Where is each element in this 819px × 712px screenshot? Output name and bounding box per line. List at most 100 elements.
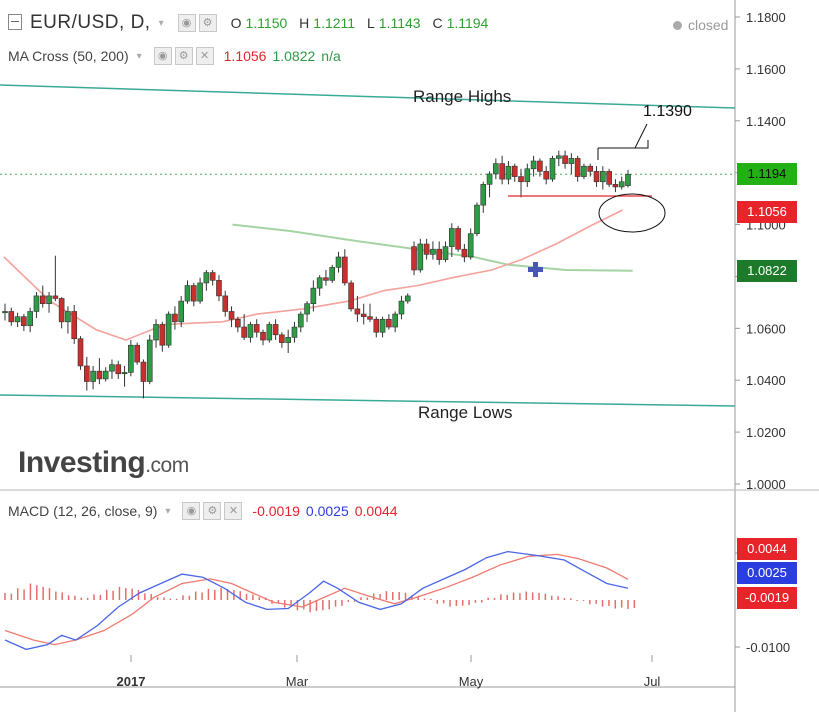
candle <box>555 150 562 167</box>
market-status-text: closed <box>688 17 729 33</box>
candle-body <box>172 313 178 323</box>
candle-body <box>184 285 191 302</box>
price-tick-label: 1.0000 <box>746 477 786 492</box>
candle <box>84 356 90 391</box>
candle <box>165 311 172 348</box>
candle <box>52 255 59 302</box>
candle <box>442 241 449 263</box>
candle-body <box>247 324 254 338</box>
candle-body <box>442 246 449 260</box>
range-lows-line <box>0 394 736 407</box>
candle-body <box>121 372 128 375</box>
candle <box>511 163 518 182</box>
macd-line <box>4 550 629 651</box>
candle <box>197 277 203 304</box>
candle <box>27 307 33 333</box>
candle <box>184 280 191 304</box>
candle-body <box>455 228 461 250</box>
high-label: H <box>299 15 310 31</box>
candle <box>593 166 600 187</box>
candle <box>568 153 575 174</box>
candle-body <box>285 337 291 343</box>
golden-cross-marker <box>528 262 543 277</box>
candle <box>373 316 380 338</box>
candle-body <box>14 316 21 323</box>
candle-body <box>291 326 298 338</box>
range-highs-label: Range Highs <box>413 87 511 106</box>
candle-body <box>77 338 84 367</box>
candle-body <box>2 311 8 314</box>
candle <box>146 334 153 385</box>
candle <box>272 319 279 341</box>
candle-body <box>222 295 229 312</box>
candle <box>524 163 531 187</box>
candle-body <box>530 160 537 170</box>
candle <box>209 269 216 286</box>
open-value: 1.1150 <box>245 15 288 31</box>
candle-body <box>568 158 575 164</box>
chevron-down-icon[interactable]: ▾ <box>136 50 142 62</box>
candle <box>493 158 499 180</box>
candle-body <box>329 267 336 281</box>
logo-suffix: .com <box>145 454 189 477</box>
candle <box>474 202 480 237</box>
candle-body <box>574 158 581 177</box>
candle-body <box>612 184 619 188</box>
eye-icon[interactable]: ◉ <box>182 502 201 520</box>
range-highs-line <box>0 84 736 109</box>
candle-body <box>625 173 631 186</box>
gear-icon[interactable]: ⚙ <box>174 47 193 65</box>
price-tag-close: 1.1194 <box>737 163 797 185</box>
chevron-down-icon[interactable]: ▾ <box>158 17 164 29</box>
market-status: closed <box>673 17 728 33</box>
candle <box>467 228 474 260</box>
candle <box>140 359 147 399</box>
level-label: 1.1390 <box>643 103 692 120</box>
chevron-down-icon[interactable]: ▾ <box>165 505 171 517</box>
macd-label: MACD (12, 26, close, 9) <box>8 503 158 519</box>
candle <box>109 359 115 379</box>
candle <box>77 336 84 370</box>
macd-value-2: 0.0025 <box>305 503 349 519</box>
candle-body <box>480 184 487 206</box>
candle <box>96 358 103 385</box>
candle <box>65 306 71 334</box>
eye-icon[interactable]: ◉ <box>153 47 172 65</box>
candle-body <box>33 295 40 312</box>
price-tick-label: 1.0400 <box>746 373 786 388</box>
high-value: 1.1211 <box>313 15 356 31</box>
collapse-icon[interactable] <box>8 14 22 30</box>
candle <box>58 297 65 329</box>
candle <box>115 360 122 379</box>
candle-body <box>436 248 443 260</box>
candle-body <box>354 308 361 315</box>
candle <box>461 244 468 263</box>
candle-body <box>115 364 122 375</box>
candle-body <box>417 243 424 271</box>
eye-icon[interactable]: ◉ <box>177 14 196 32</box>
close-icon[interactable]: ✕ <box>195 47 214 65</box>
gear-icon[interactable]: ⚙ <box>203 502 222 520</box>
candle <box>386 314 392 330</box>
candle-body <box>360 313 367 317</box>
candle <box>549 155 556 182</box>
close-icon[interactable]: ✕ <box>224 502 243 520</box>
candle-body <box>153 324 159 341</box>
candle <box>172 306 178 330</box>
candle-body <box>373 318 380 333</box>
candle <box>618 176 625 190</box>
candle-body <box>165 313 172 346</box>
candle <box>203 269 210 291</box>
candle-body <box>524 168 531 183</box>
candle-body <box>549 158 556 180</box>
candle <box>392 311 398 333</box>
candle <box>178 295 185 328</box>
gear-icon[interactable]: ⚙ <box>198 14 217 32</box>
candle <box>316 275 323 296</box>
candle-body <box>52 295 59 299</box>
candle <box>329 264 336 283</box>
price-tick-label: 1.0600 <box>746 321 786 336</box>
candle <box>121 365 128 387</box>
candle <box>39 285 46 308</box>
